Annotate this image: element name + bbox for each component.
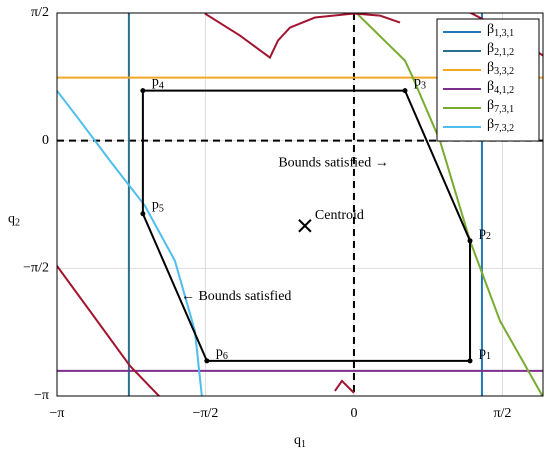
- legend-label: β7,3,1: [487, 98, 514, 115]
- centroid-label: Centroid: [315, 208, 364, 223]
- vertex: [467, 238, 473, 244]
- x-axis-label: q1: [294, 433, 306, 450]
- legend-label: β3,3,2: [487, 60, 514, 77]
- y-tick-label: −π: [34, 388, 49, 403]
- annotation: ← Bounds satisfied: [181, 289, 291, 304]
- y-tick-label: π/2: [31, 5, 49, 20]
- vertex-label: p5: [152, 198, 164, 215]
- y-tick-label: −π/2: [23, 261, 49, 276]
- x-tick-label: 0: [350, 406, 357, 421]
- x-tick-label: −π/2: [193, 406, 219, 421]
- legend-label: β2,1,2: [487, 41, 514, 58]
- legend-label: β7,3,2: [487, 117, 514, 134]
- vertex-label: p6: [216, 345, 228, 362]
- vertex-label: p1: [479, 345, 491, 362]
- vertex: [467, 358, 473, 364]
- legend-box: [436, 18, 540, 142]
- vertex-label: p4: [152, 75, 164, 92]
- vertex: [140, 211, 146, 217]
- x-tick-label: −π: [50, 406, 65, 421]
- annotation: Bounds satisfied →: [278, 156, 388, 171]
- centroid-marker: [298, 219, 312, 233]
- legend-label: β4,1,2: [487, 79, 514, 96]
- vertex-label: p3: [414, 75, 426, 92]
- plot-frame: [56, 12, 544, 397]
- vertex: [402, 88, 408, 94]
- legend-label: β1,3,1: [487, 22, 514, 39]
- vertex: [140, 88, 146, 94]
- y-axis-label: q2: [8, 212, 20, 229]
- vertex-label: p2: [479, 225, 491, 242]
- vertex: [204, 358, 210, 364]
- y-tick-label: 0: [42, 133, 49, 148]
- x-tick-label: π/2: [493, 406, 511, 421]
